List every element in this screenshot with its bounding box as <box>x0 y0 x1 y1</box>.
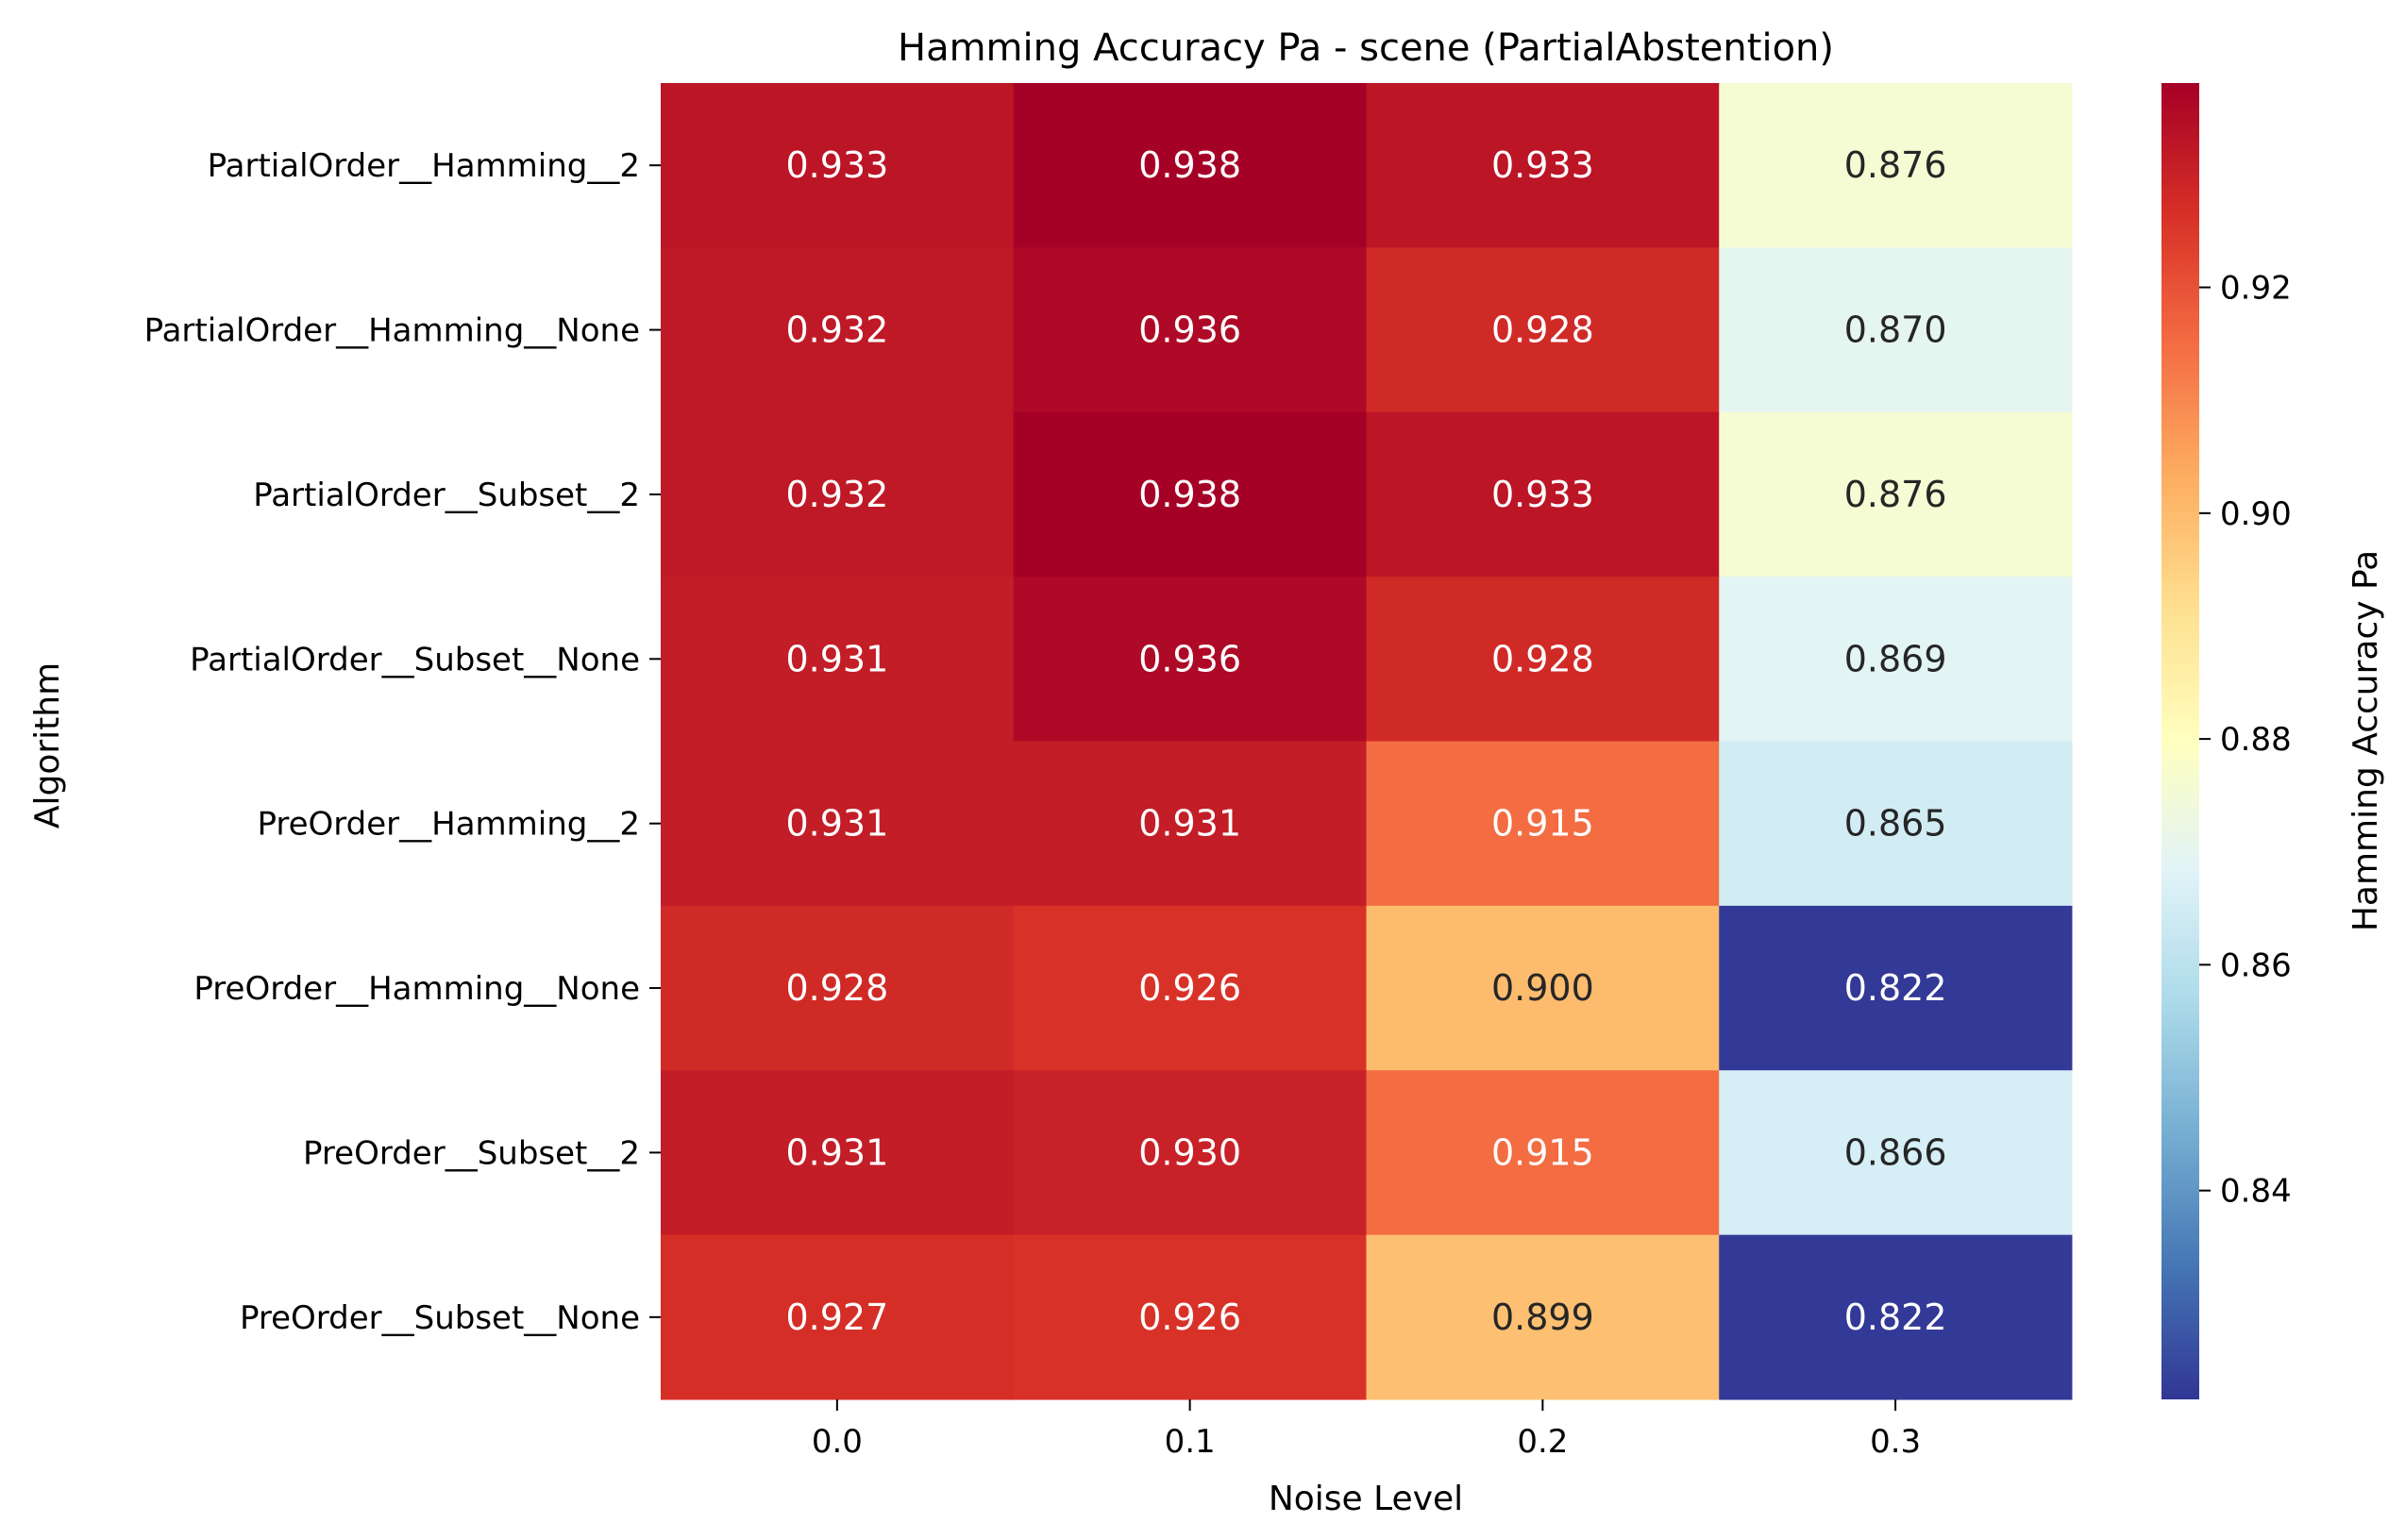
heatmap-cell-value: 0.899 <box>1491 1297 1594 1338</box>
heatmap-cell <box>1013 741 1367 907</box>
heatmap-cell <box>1013 1070 1367 1236</box>
heatmap-cell <box>1366 411 1720 578</box>
heatmap-cell <box>1366 741 1720 907</box>
heatmap-cell-value: 0.926 <box>1138 1297 1241 1338</box>
x-tick-label: 0.3 <box>1870 1423 1921 1461</box>
heatmap-cell-labels: 0.933 0.938 0.933 0.876 0.932 0.936 0.928 0.870… <box>785 144 1946 1338</box>
x-tick-label: 0.2 <box>1517 1423 1568 1461</box>
colorbar-tick-label: 0.84 <box>2220 1173 2292 1211</box>
heatmap-cell-value: 0.933 <box>785 144 888 186</box>
heatmap-cell-value: 0.915 <box>1491 803 1594 845</box>
x-axis-label: Noise Level <box>1269 1480 1463 1518</box>
y-axis-label: Algorithm <box>28 662 67 829</box>
heatmap-cell-value: 0.928 <box>1491 638 1594 679</box>
y-tick-label: PreOrder__Subset__None <box>240 1299 640 1337</box>
heatmap-cell-value: 0.931 <box>785 803 888 845</box>
x-tick-label: 0.0 <box>812 1423 863 1461</box>
heatmap-cell <box>661 247 1015 413</box>
y-tick-label: PreOrder__Subset__2 <box>303 1134 640 1172</box>
colorbar-tick-label: 0.90 <box>2220 495 2292 533</box>
heatmap-cell <box>1719 1070 2073 1236</box>
heatmap-cell <box>1013 411 1367 578</box>
heatmap-cell-value: 0.938 <box>1138 144 1241 186</box>
heatmap-cell-value: 0.931 <box>785 1131 888 1173</box>
colorbar-label: Hamming Accuracy Pa <box>2346 550 2385 931</box>
heatmap-cell <box>1366 247 1720 413</box>
heatmap-cell-value: 0.932 <box>785 310 888 351</box>
heatmap-cell <box>661 83 1015 248</box>
heatmap-cell-value: 0.931 <box>1138 803 1241 845</box>
colorbar-tick-label: 0.88 <box>2220 721 2292 759</box>
heatmap-cell <box>661 1070 1015 1236</box>
heatmap-cell <box>1366 1070 1720 1236</box>
heatmap-cell-value: 0.933 <box>1491 474 1594 515</box>
colorbar-ticks: 0.84 0.86 0.88 0.90 0.92 <box>2199 270 2292 1211</box>
heatmap-cell <box>1719 577 2073 742</box>
colorbar <box>2161 83 2199 1399</box>
y-axis-ticks: PartialOrder__Hamming__2 PartialOrder__Ha… <box>144 147 661 1337</box>
heatmap-cell-value: 0.869 <box>1844 638 1947 679</box>
heatmap-cells <box>661 83 2073 1400</box>
heatmap-cell-value: 0.822 <box>1844 1297 1947 1338</box>
heatmap-cell-value: 0.928 <box>1491 310 1594 351</box>
heatmap-cell <box>661 577 1015 742</box>
heatmap-cell <box>661 905 1015 1071</box>
heatmap-cell-value: 0.936 <box>1138 310 1241 351</box>
heatmap-cell <box>1013 247 1367 413</box>
y-tick-label: PreOrder__Hamming__None <box>193 970 640 1008</box>
heatmap-cell-value: 0.876 <box>1844 474 1947 515</box>
heatmap-cell-value: 0.928 <box>785 967 888 1009</box>
x-axis-ticks: 0.0 0.1 0.2 0.3 <box>812 1399 1921 1461</box>
y-tick-label: PartialOrder__Subset__2 <box>253 477 640 514</box>
heatmap-cell-value: 0.876 <box>1844 144 1947 186</box>
chart-title: Hamming Accuracy Pa - scene (PartialAbst… <box>898 26 1834 70</box>
heatmap-cell <box>1013 577 1367 742</box>
heatmap-cell <box>1013 83 1367 248</box>
heatmap-cell <box>661 1234 1015 1400</box>
heatmap-cell <box>1719 247 2073 413</box>
y-tick-label: PreOrder__Hamming__2 <box>257 806 640 844</box>
heatmap-cell-value: 0.866 <box>1844 1131 1947 1173</box>
heatmap-cell-value: 0.900 <box>1491 967 1594 1009</box>
heatmap-cell <box>1366 83 1720 248</box>
y-tick-label: PartialOrder__Subset__None <box>190 641 640 678</box>
heatmap-cell <box>1719 83 2073 248</box>
heatmap-cell <box>1719 411 2073 578</box>
heatmap-cell-value: 0.926 <box>1138 967 1241 1009</box>
heatmap-cell-value: 0.930 <box>1138 1131 1241 1173</box>
y-tick-label: PartialOrder__Hamming__None <box>144 312 640 350</box>
heatmap-cell-value: 0.927 <box>785 1297 888 1338</box>
heatmap-cell <box>1366 577 1720 742</box>
heatmap-cell-value: 0.936 <box>1138 638 1241 679</box>
heatmap-cell-value: 0.915 <box>1491 1131 1594 1173</box>
heatmap-cell <box>1719 741 2073 907</box>
heatmap-cell-value: 0.933 <box>1491 144 1594 186</box>
heatmap-cell <box>1366 1234 1720 1400</box>
heatmap-cell-value: 0.822 <box>1844 967 1947 1009</box>
heatmap-cell-value: 0.938 <box>1138 474 1241 515</box>
heatmap-cell <box>1013 1234 1367 1400</box>
heatmap-cell <box>661 741 1015 907</box>
x-tick-label: 0.1 <box>1165 1423 1216 1461</box>
heatmap-cell <box>661 411 1015 578</box>
heatmap-cell <box>1719 1234 2073 1400</box>
heatmap-cell <box>1366 905 1720 1071</box>
y-tick-label: PartialOrder__Hamming__2 <box>208 147 640 185</box>
heatmap-cell <box>1719 905 2073 1071</box>
heatmap-cell-value: 0.870 <box>1844 310 1947 351</box>
heatmap-cell-value: 0.931 <box>785 638 888 679</box>
heatmap-cell-value: 0.932 <box>785 474 888 515</box>
heatmap-cell-value: 0.865 <box>1844 803 1947 845</box>
colorbar-tick-label: 0.86 <box>2220 946 2292 984</box>
colorbar-tick-label: 0.92 <box>2220 270 2292 308</box>
heatmap-cell <box>1013 905 1367 1071</box>
